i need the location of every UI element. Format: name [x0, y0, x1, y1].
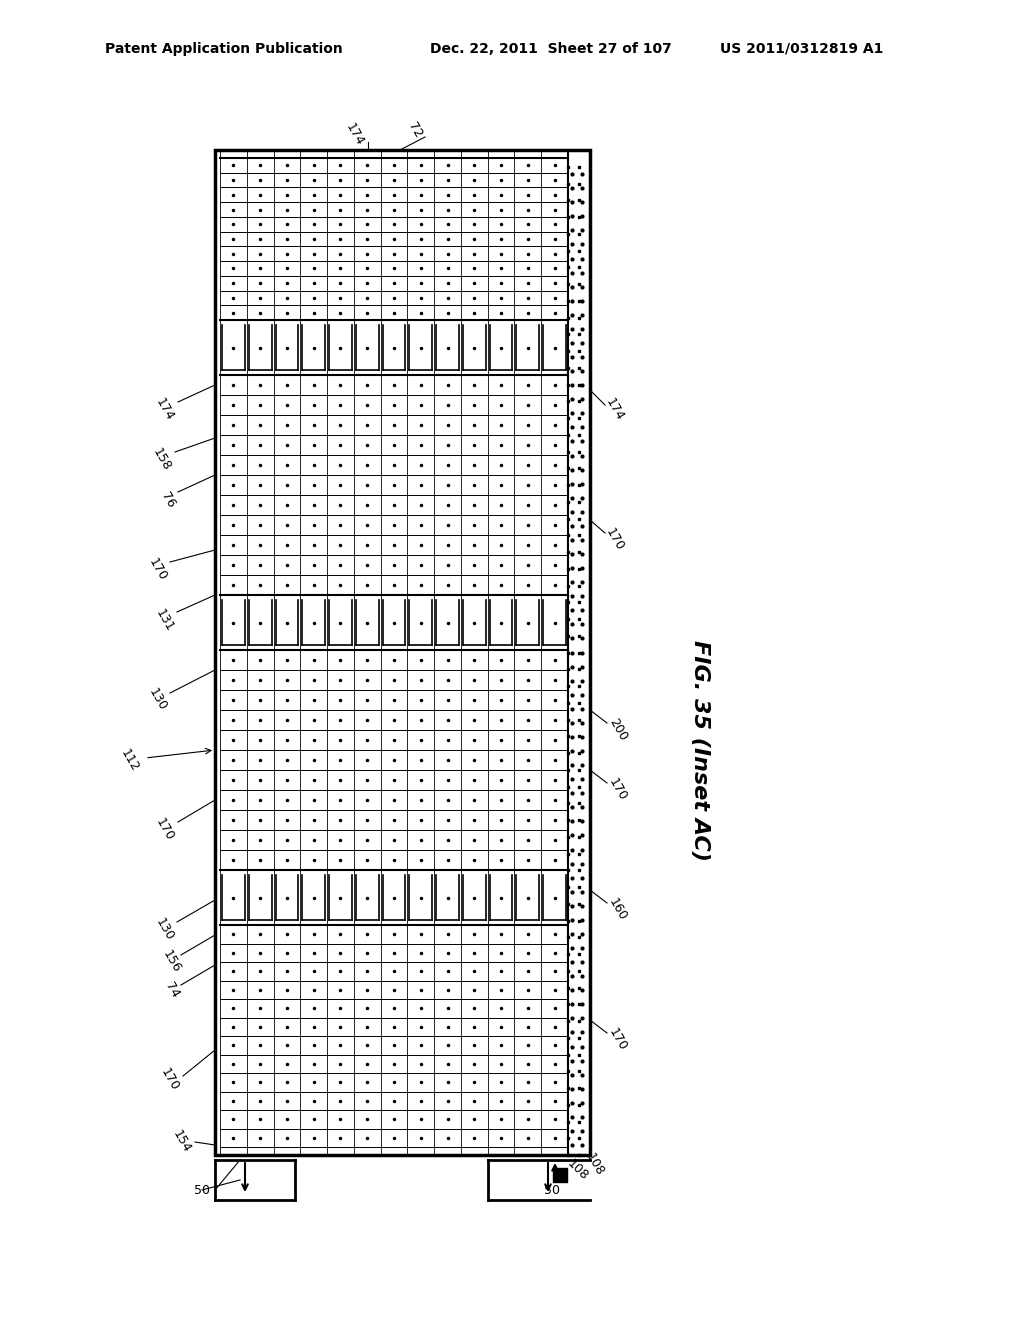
Text: 156: 156 — [161, 949, 183, 975]
Text: 174: 174 — [154, 396, 176, 424]
Bar — [215, 150, 590, 1155]
Text: 112: 112 — [119, 747, 141, 774]
Text: US 2011/0312819 A1: US 2011/0312819 A1 — [720, 42, 884, 55]
Text: 74: 74 — [163, 979, 181, 1001]
Text: 170: 170 — [159, 1067, 181, 1093]
Text: 158: 158 — [151, 446, 174, 474]
Text: 170: 170 — [606, 776, 630, 804]
Text: 170: 170 — [603, 527, 627, 553]
Text: 154: 154 — [170, 1129, 194, 1155]
Text: 130: 130 — [154, 916, 176, 944]
Text: 174: 174 — [603, 396, 627, 424]
Text: 76: 76 — [159, 490, 177, 510]
Text: 170: 170 — [146, 557, 170, 583]
Text: 72: 72 — [406, 120, 425, 140]
Text: Dec. 22, 2011  Sheet 27 of 107: Dec. 22, 2011 Sheet 27 of 107 — [430, 42, 672, 55]
Text: FIG. 35 (Inset AC): FIG. 35 (Inset AC) — [690, 640, 710, 861]
Text: 174: 174 — [343, 121, 367, 149]
Text: 131: 131 — [154, 606, 176, 634]
Text: 50: 50 — [194, 1184, 210, 1196]
Text: 200: 200 — [606, 717, 630, 743]
Text: 170: 170 — [154, 816, 176, 843]
Text: Patent Application Publication: Patent Application Publication — [105, 42, 343, 55]
Text: 170: 170 — [606, 1027, 630, 1053]
Text: 108: 108 — [584, 1151, 606, 1179]
Text: 108: 108 — [565, 1156, 591, 1183]
Text: 50: 50 — [544, 1184, 560, 1196]
Text: 130: 130 — [146, 686, 170, 714]
Text: 160: 160 — [606, 896, 630, 924]
